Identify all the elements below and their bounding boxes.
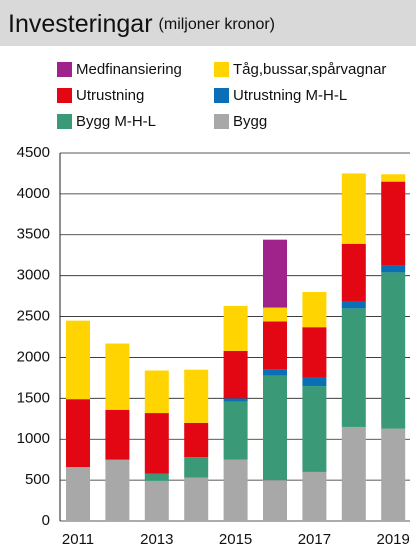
- bar-segment: [144, 413, 169, 474]
- bar-segment: [223, 398, 248, 402]
- bar-segment: [381, 181, 406, 266]
- y-tick-label: 3000: [17, 267, 50, 284]
- bar-segment: [263, 307, 287, 322]
- bar-segment: [381, 428, 406, 521]
- bar-segment: [105, 409, 130, 460]
- bar-segment: [341, 243, 366, 302]
- bar-segment: [302, 471, 327, 521]
- x-tick-label: 2011: [62, 531, 94, 548]
- legend-label: Utrustning M-H-L: [233, 87, 347, 104]
- bar-segment: [66, 320, 90, 400]
- bar-segment: [184, 477, 209, 521]
- bar-segment: [263, 369, 287, 376]
- bar-segment: [302, 327, 327, 378]
- legend-label: Utrustning: [76, 87, 144, 104]
- bar-segment: [223, 459, 248, 521]
- x-tick-label: 2019: [377, 531, 410, 548]
- bar-segment: [381, 174, 406, 182]
- chart-title: Investeringar (miljoner kronor): [8, 10, 275, 38]
- y-tick-label: 4000: [17, 185, 50, 202]
- y-tick-label: 1500: [17, 389, 50, 406]
- legend-label: Tåg,bussar,spårvagnar: [233, 61, 386, 78]
- bar-segment: [341, 173, 366, 244]
- bar-segment: [144, 473, 169, 481]
- legend-label: Bygg M-H-L: [76, 113, 156, 130]
- y-tick-label: 0: [42, 512, 50, 529]
- y-tick-label: 1000: [17, 430, 50, 447]
- bar-segment: [263, 239, 287, 308]
- legend-swatch: [57, 88, 72, 103]
- bar-segment: [184, 422, 209, 458]
- legend-swatch: [214, 114, 229, 129]
- bar-segment: [184, 369, 209, 423]
- bar-segment: [341, 308, 366, 427]
- bar-segment: [381, 265, 406, 273]
- bar-segment: [302, 377, 327, 387]
- legend-swatch: [214, 62, 229, 77]
- bar-segment: [66, 467, 90, 521]
- bar-segment: [184, 457, 209, 478]
- title-bar: [0, 0, 416, 46]
- bar-segment: [105, 343, 130, 410]
- legend-label: Bygg: [233, 113, 267, 130]
- legend-swatch: [57, 62, 72, 77]
- legend-label: Medfinansiering: [76, 61, 182, 78]
- bar-segment: [263, 375, 287, 481]
- x-tick-label: 2017: [298, 531, 331, 548]
- bar-segment: [302, 386, 327, 472]
- title: Investeringar: [8, 10, 153, 38]
- bar-segment: [302, 292, 327, 328]
- subtitle: (miljoner kronor): [159, 16, 275, 33]
- bar-segment: [223, 401, 248, 460]
- y-tick-label: 3500: [17, 226, 50, 243]
- bar-segment: [341, 426, 366, 521]
- y-tick-label: 2500: [17, 308, 50, 325]
- bar-segment: [144, 480, 169, 521]
- bar-segment: [263, 321, 287, 370]
- bar-segment: [144, 370, 169, 414]
- bar-segment: [381, 272, 406, 429]
- y-tick-label: 2000: [17, 348, 50, 365]
- bar-segment: [223, 350, 248, 399]
- legend-swatch: [214, 88, 229, 103]
- y-tick-label: 4500: [17, 144, 50, 161]
- bar-segment: [223, 305, 248, 351]
- bar-segment: [66, 399, 90, 468]
- y-tick-label: 500: [25, 471, 50, 488]
- bar-segment: [105, 459, 130, 521]
- legend-swatch: [57, 114, 72, 129]
- bar-segment: [341, 301, 366, 309]
- x-tick-label: 2013: [140, 531, 173, 548]
- x-tick-label: 2015: [219, 531, 252, 548]
- bar-segment: [263, 480, 287, 521]
